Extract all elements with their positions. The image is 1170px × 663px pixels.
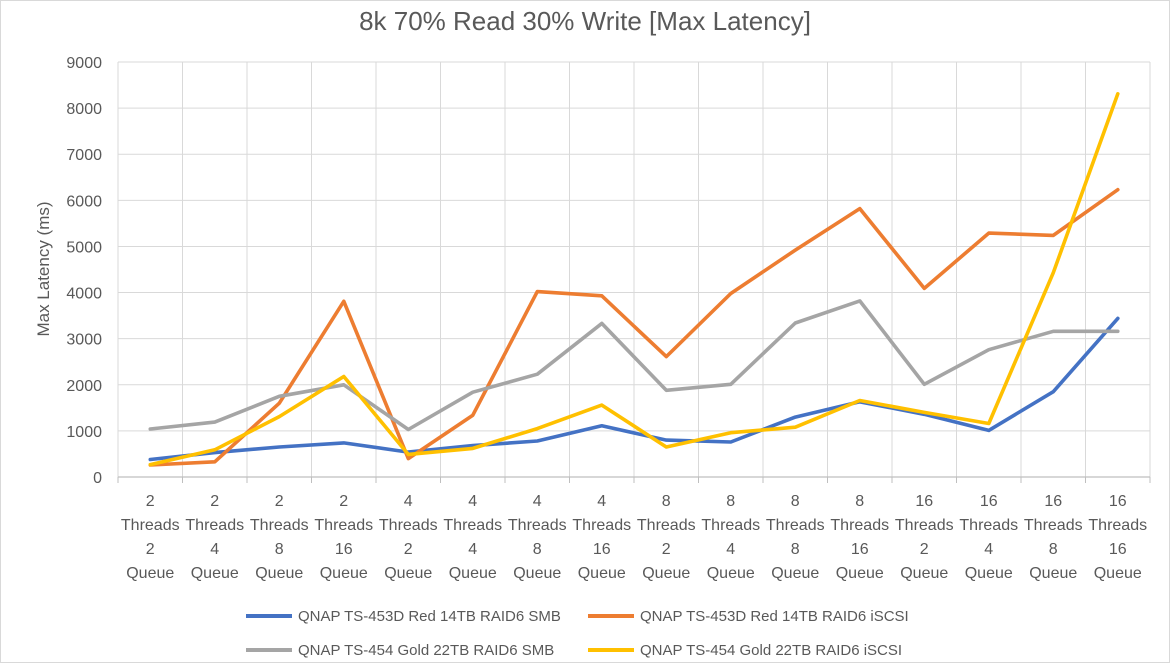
chart-title: 8k 70% Read 30% Write [Max Latency]	[359, 6, 811, 36]
legend-swatch	[588, 648, 634, 652]
series-line-2	[148, 187, 1120, 467]
x-tick-label: 8 Threads 16 Queue	[830, 493, 889, 582]
x-tick-label: 16 Threads 4 Queue	[959, 493, 1018, 582]
x-tick-label: 16 Threads 8 Queue	[1024, 493, 1083, 582]
legend-swatch	[246, 648, 292, 652]
y-tick-label: 9000	[66, 55, 102, 72]
y-tick-label: 4000	[66, 286, 102, 303]
y-tick-label: 1000	[66, 424, 102, 441]
x-tick-label: 8 Threads 2 Queue	[637, 493, 696, 582]
legend-item: QNAP TS-453D Red 14TB RAID6 SMB	[246, 606, 561, 626]
x-tick-label: 16 Threads 2 Queue	[895, 493, 954, 582]
y-tick-labels: 0 1000 2000 3000 4000 5000 6000 7000 8000 9000	[66, 55, 102, 487]
series-line-4	[148, 92, 1120, 467]
legend-swatch	[588, 614, 634, 618]
x-tick-label: 8 Threads 4 Queue	[701, 493, 760, 582]
legend-item: QNAP TS-454 Gold 22TB RAID6 iSCSI	[588, 640, 902, 660]
y-tick-label: 6000	[66, 193, 102, 210]
y-tick-label: 8000	[66, 101, 102, 118]
y-tick-label: 3000	[66, 332, 102, 349]
legend-label: QNAP TS-454 Gold 22TB RAID6 SMB	[298, 641, 555, 659]
legend-swatch	[246, 614, 292, 618]
x-tick-label: 4 Threads 16 Queue	[572, 493, 631, 582]
legend-item: QNAP TS-453D Red 14TB RAID6 iSCSI	[588, 606, 909, 626]
x-tick-label: 2 Threads 4 Queue	[185, 493, 244, 582]
legend-label: QNAP TS-453D Red 14TB RAID6 SMB	[298, 607, 561, 625]
x-tick-label: 4 Threads 8 Queue	[508, 493, 567, 582]
series-line-3	[148, 299, 1120, 432]
x-tick-label: 16 Threads 16 Queue	[1088, 493, 1147, 582]
x-tick-label: 2 Threads 2 Queue	[121, 493, 180, 582]
legend: QNAP TS-453D Red 14TB RAID6 SMB QNAP TS-4…	[0, 602, 1170, 662]
x-tick-label: 2 Threads 16 Queue	[314, 493, 373, 582]
axes	[117, 476, 1151, 483]
x-tick-label: 8 Threads 8 Queue	[766, 493, 825, 582]
legend-label: QNAP TS-454 Gold 22TB RAID6 iSCSI	[640, 641, 903, 659]
y-tick-label: 5000	[66, 239, 102, 256]
x-tick-label: 4 Threads 4 Queue	[443, 493, 502, 582]
x-tick-label: 2 Threads 8 Queue	[250, 493, 309, 582]
x-tick-label: 4 Threads 2 Queue	[379, 493, 438, 582]
series-line-1	[148, 316, 1120, 462]
legend-label: QNAP TS-453D Red 14TB RAID6 iSCSI	[640, 607, 909, 625]
y-tick-label: 2000	[66, 378, 102, 395]
y-tick-label: 0	[93, 470, 102, 487]
legend-item: QNAP TS-454 Gold 22TB RAID6 SMB	[246, 640, 554, 660]
gridlines	[117, 61, 1151, 477]
series-lines	[148, 92, 1120, 467]
y-axis-title: Max Latency (ms)	[34, 201, 53, 336]
y-tick-label: 7000	[66, 147, 102, 164]
